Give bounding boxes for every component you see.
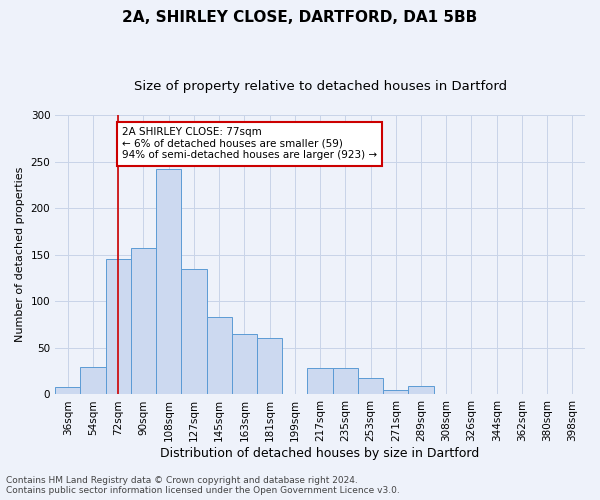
- Text: 2A, SHIRLEY CLOSE, DARTFORD, DA1 5BB: 2A, SHIRLEY CLOSE, DARTFORD, DA1 5BB: [122, 10, 478, 25]
- Bar: [206, 317, 232, 394]
- Bar: [383, 390, 409, 394]
- Bar: [181, 268, 206, 394]
- Bar: [358, 378, 383, 394]
- Bar: [156, 169, 181, 394]
- Y-axis label: Number of detached properties: Number of detached properties: [15, 167, 25, 342]
- X-axis label: Distribution of detached houses by size in Dartford: Distribution of detached houses by size …: [160, 447, 480, 460]
- Title: Size of property relative to detached houses in Dartford: Size of property relative to detached ho…: [134, 80, 506, 93]
- Bar: [409, 386, 434, 394]
- Bar: [257, 338, 282, 394]
- Bar: [80, 366, 106, 394]
- Bar: [131, 248, 156, 394]
- Bar: [332, 368, 358, 394]
- Bar: [106, 260, 131, 394]
- Bar: [307, 368, 332, 394]
- Bar: [55, 387, 80, 394]
- Bar: [232, 334, 257, 394]
- Text: Contains HM Land Registry data © Crown copyright and database right 2024.
Contai: Contains HM Land Registry data © Crown c…: [6, 476, 400, 495]
- Text: 2A SHIRLEY CLOSE: 77sqm
← 6% of detached houses are smaller (59)
94% of semi-det: 2A SHIRLEY CLOSE: 77sqm ← 6% of detached…: [122, 127, 377, 160]
